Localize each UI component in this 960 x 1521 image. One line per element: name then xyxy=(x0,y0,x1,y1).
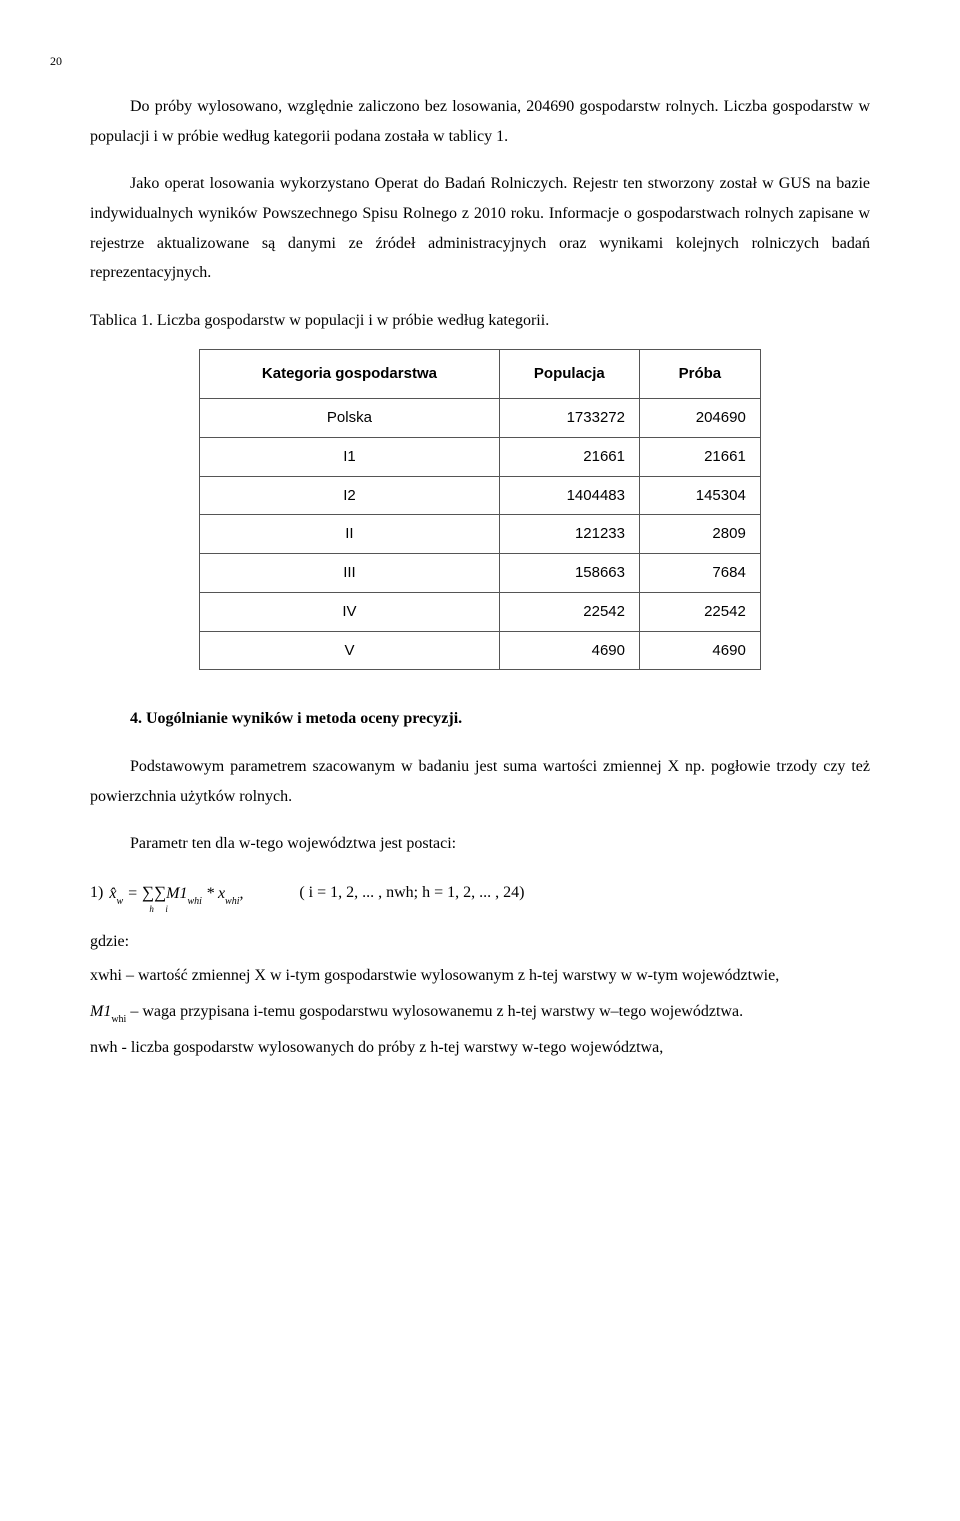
table-row: V 4690 4690 xyxy=(200,631,761,670)
cell-sample: 204690 xyxy=(640,399,761,438)
paragraph-1: Do próby wylosowano, względnie zaliczono… xyxy=(90,92,870,151)
cell-category: I1 xyxy=(200,437,499,476)
def-xwhi-rest: – wartość zmiennej X w i-tym gospodarstw… xyxy=(122,967,779,984)
cell-sample: 22542 xyxy=(640,592,761,631)
paragraph-4: Parametr ten dla w-tego województwa jest… xyxy=(90,829,870,859)
paragraph-3: Podstawowym parametrem szacowanym w bada… xyxy=(90,752,870,811)
cell-category: V xyxy=(200,631,499,670)
cell-sample: 7684 xyxy=(640,554,761,593)
table-header-population: Populacja xyxy=(499,350,639,399)
cell-population: 1733272 xyxy=(499,399,639,438)
cell-category: Polska xyxy=(200,399,499,438)
cell-population: 4690 xyxy=(499,631,639,670)
table-row: II 121233 2809 xyxy=(200,515,761,554)
table-row: IV 22542 22542 xyxy=(200,592,761,631)
def-m1-sub: whi xyxy=(111,1014,126,1025)
section-4-heading: 4. Uogólnianie wyników i metoda oceny pr… xyxy=(90,704,870,734)
equation-1: 1) x̂w = ∑h∑iM1whi * xwhi, ( i = 1, 2, .… xyxy=(90,877,870,910)
definition-xwhi: xwhi – wartość zmiennej X w i-tym gospod… xyxy=(90,961,870,991)
equation-conditions: ( i = 1, 2, ... , nwh; h = 1, 2, ... , 2… xyxy=(299,878,524,908)
cell-sample: 4690 xyxy=(640,631,761,670)
cell-category: I2 xyxy=(200,476,499,515)
cell-sample: 145304 xyxy=(640,476,761,515)
table-header-sample: Próba xyxy=(640,350,761,399)
table-header-row: Kategoria gospodarstwa Populacja Próba xyxy=(200,350,761,399)
cell-category: IV xyxy=(200,592,499,631)
table-row: III 158663 7684 xyxy=(200,554,761,593)
def-xwhi-label: xwhi xyxy=(90,967,122,984)
cell-sample: 21661 xyxy=(640,437,761,476)
page-number: 20 xyxy=(50,50,870,72)
data-table: Kategoria gospodarstwa Populacja Próba P… xyxy=(199,349,761,670)
paragraph-2: Jako operat losowania wykorzystano Opera… xyxy=(90,169,870,287)
def-m1-rest: – waga przypisana i-temu gospodarstwu wy… xyxy=(126,1003,743,1020)
equation-number: 1) xyxy=(90,878,103,908)
cell-population: 158663 xyxy=(499,554,639,593)
cell-population: 1404483 xyxy=(499,476,639,515)
cell-sample: 2809 xyxy=(640,515,761,554)
cell-population: 121233 xyxy=(499,515,639,554)
definition-nwh: nwh - liczba gospodarstw wylosowanych do… xyxy=(90,1033,870,1063)
table-caption: Tablica 1. Liczba gospodarstw w populacj… xyxy=(90,306,870,336)
cell-population: 21661 xyxy=(499,437,639,476)
definition-m1whi: M1whi – waga przypisana i-temu gospodars… xyxy=(90,997,870,1028)
cell-category: III xyxy=(200,554,499,593)
table-row: I1 21661 21661 xyxy=(200,437,761,476)
table-row: I2 1404483 145304 xyxy=(200,476,761,515)
equation-body: x̂w = ∑h∑iM1whi * xwhi, xyxy=(109,877,259,910)
where-label: gdzie: xyxy=(90,927,870,957)
cell-category: II xyxy=(200,515,499,554)
table-header-category: Kategoria gospodarstwa xyxy=(200,350,499,399)
cell-population: 22542 xyxy=(499,592,639,631)
table-row: Polska 1733272 204690 xyxy=(200,399,761,438)
def-m1-label: M1 xyxy=(90,1003,111,1020)
